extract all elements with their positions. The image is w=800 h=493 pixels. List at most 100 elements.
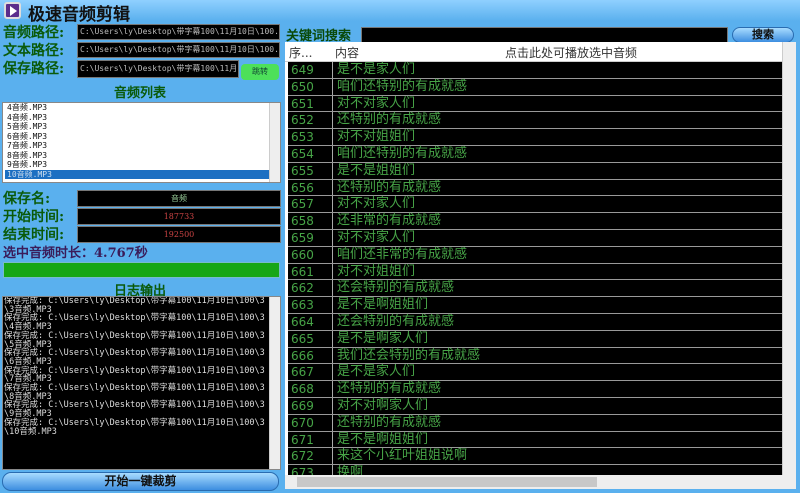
play-hint-header[interactable]: 点击此处可播放选中音频 <box>505 46 638 60</box>
row-content: 是不是啊家人们 <box>337 330 429 346</box>
table-row[interactable]: 663 是不是啊姐姐们 <box>288 297 782 314</box>
audio-list-item[interactable]: 10音频.MP3 <box>5 169 280 179</box>
table-row[interactable]: 650 咱们还特别的有成就感 <box>288 78 782 96</box>
play-icon <box>4 2 21 19</box>
row-index: 664 <box>291 313 333 330</box>
progress-bar <box>3 262 280 278</box>
table-row[interactable]: 658 还非常的有成就感 <box>288 213 782 230</box>
row-content: 对不对姐姐们 <box>337 263 416 279</box>
table-horizontal-scrollbar[interactable] <box>285 475 796 489</box>
audio-list-item[interactable]: 8音频.MP3 <box>7 150 48 160</box>
table-row[interactable]: 654 咱们还特别的有成就感 <box>288 145 782 163</box>
row-content: 还特别的有成就感 <box>337 112 442 128</box>
row-index: 650 <box>291 78 333 95</box>
table-row[interactable]: 662 还会特别的有成就感 <box>288 280 782 298</box>
row-index: 654 <box>291 145 333 162</box>
jump-button[interactable]: 跳转 <box>241 64 279 80</box>
col-content-header[interactable]: 内容 <box>335 46 360 60</box>
log-line: 保存完成: C:\Users\ly\Desktop\带字幕100\11月10日\… <box>4 313 265 333</box>
row-index: 661 <box>291 263 333 280</box>
row-index: 669 <box>291 397 333 414</box>
row-index: 667 <box>291 364 333 381</box>
table-row[interactable]: 649 是不是家人们 <box>288 62 782 79</box>
table-row[interactable]: 671 是不是啊姐姐们 <box>288 431 782 449</box>
table-row[interactable]: 668 还特别的有成就感 <box>288 381 782 398</box>
log-line: 保存完成: C:\Users\ly\Desktop\带字幕100\11月10日\… <box>4 365 265 385</box>
audio-list-item[interactable]: 6音频.MP3 <box>7 131 48 141</box>
table-row[interactable]: 660 咱们还非常的有成就感 <box>288 246 782 264</box>
table-row[interactable]: 661 对不对姐姐们 <box>288 263 782 281</box>
row-index: 655 <box>291 162 333 179</box>
row-content: 还会特别的有成就感 <box>337 313 455 329</box>
row-content: 是不是姐姐们 <box>337 162 416 178</box>
log-scrollbar[interactable] <box>269 297 280 469</box>
table-row[interactable]: 664 还会特别的有成就感 <box>288 313 782 331</box>
audio-list-item[interactable]: 4音频.MP3 <box>7 103 48 112</box>
audio-list-scrollbar[interactable] <box>269 103 280 182</box>
table-vertical-scrollbar[interactable] <box>782 42 796 475</box>
table-row[interactable]: 670 还特别的有成就感 <box>288 414 782 432</box>
row-index: 663 <box>291 297 333 313</box>
search-button[interactable]: 搜索 <box>732 27 794 43</box>
row-index: 658 <box>291 213 333 229</box>
row-content: 对不对家人们 <box>337 229 416 245</box>
row-content: 还特别的有成就感 <box>337 179 442 195</box>
row-index: 652 <box>291 112 333 129</box>
audio-path-input[interactable]: C:\Users\ly\Desktop\带字幕100\11月10日\100.MP… <box>77 24 280 40</box>
row-content: 还非常的有成就感 <box>337 213 442 229</box>
row-content: 咱们还特别的有成就感 <box>337 78 468 94</box>
row-index: 659 <box>291 229 333 246</box>
row-index: 653 <box>291 129 333 145</box>
table-header[interactable]: 序... 内容 点击此处可播放选中音频 <box>285 42 782 62</box>
log-line: 保存完成: C:\Users\ly\Desktop\带字幕100\11月10日\… <box>4 296 265 315</box>
audio-list[interactable]: 4音频.MP3 4音频.MP3 5音频.MP3 6音频.MP3 7音频.MP3 8音频.M… <box>2 102 281 183</box>
audio-list-item[interactable]: 5音频.MP3 <box>7 122 48 131</box>
log-line: 保存完成: C:\Users\ly\Desktop\带字幕100\11月10日\… <box>4 330 265 350</box>
row-index: 649 <box>291 62 333 78</box>
table-row[interactable]: 656 还特别的有成就感 <box>288 179 782 197</box>
row-content: 对不对啊家人们 <box>337 397 429 413</box>
row-content: 还特别的有成就感 <box>337 414 442 430</box>
log-title: 日志输出 <box>113 284 166 299</box>
col-index-header[interactable]: 序... <box>289 46 313 60</box>
audio-path-label: 音频路径: <box>3 25 65 41</box>
search-label: 关键词搜索 <box>286 29 352 44</box>
log-output[interactable]: 保存完成: C:\Users\ly\Desktop\带字幕100\11月10日\… <box>2 296 281 470</box>
audio-list-title: 音频列表 <box>113 86 166 101</box>
table-row[interactable]: 669 对不对啊家人们 <box>288 397 782 415</box>
table-row[interactable]: 653 对不对姐姐们 <box>288 129 782 146</box>
end-time-input[interactable]: 192500 <box>77 226 281 243</box>
save-path-input[interactable]: C:\Users\ly\Desktop\带字幕100\11月10日 <box>77 60 239 78</box>
start-cut-button[interactable]: 开始一键裁剪 <box>2 472 279 491</box>
start-time-input[interactable]: 187733 <box>77 208 281 225</box>
row-index: 668 <box>291 381 333 397</box>
row-index: 657 <box>291 196 333 213</box>
table-row[interactable]: 652 还特别的有成就感 <box>288 112 782 130</box>
audio-list-item[interactable]: 7音频.MP3 <box>7 141 48 150</box>
save-name-label: 保存名: <box>3 191 51 207</box>
save-name-input[interactable]: 音频 <box>77 190 281 207</box>
table-row[interactable]: 666 我们还会特别的有成就感 <box>288 347 782 365</box>
table-row[interactable]: 672 来这个小红叶姐姐说啊 <box>288 448 782 466</box>
table-row[interactable]: 657 对不对家人们 <box>288 196 782 214</box>
table-row[interactable]: 655 是不是姐姐们 <box>288 162 782 180</box>
subtitle-table[interactable]: 序... 内容 点击此处可播放选中音频 649 是不是家人们 650 咱们还特别的有成… <box>285 42 782 475</box>
duration-text: 选中音频时长：4.767秒 <box>3 246 148 261</box>
table-row[interactable]: 659 对不对家人们 <box>288 229 782 247</box>
table-row[interactable]: 665 是不是啊家人们 <box>288 330 782 348</box>
table-row[interactable]: 673 换啊 <box>288 465 782 475</box>
table-row[interactable]: 651 对不对家人们 <box>288 95 782 113</box>
row-index: 671 <box>291 431 333 448</box>
row-content: 换啊 <box>337 465 364 475</box>
text-path-input[interactable]: C:\Users\ly\Desktop\带字幕100\11月10日\100.sr… <box>77 42 280 58</box>
scrollbar-thumb[interactable] <box>297 477 597 487</box>
row-content: 对不对姐姐们 <box>337 129 416 145</box>
row-index: 666 <box>291 347 333 364</box>
log-line: 保存完成: C:\Users\ly\Desktop\带字幕100\11月10日\… <box>4 383 265 402</box>
row-content: 咱们还非常的有成就感 <box>337 246 468 262</box>
log-line: 保存完成: C:\Users\ly\Desktop\带字幕100\11月10日\… <box>4 400 265 420</box>
text-path-label: 文本路径: <box>3 43 65 59</box>
table-row[interactable]: 667 是不是家人们 <box>288 364 782 382</box>
audio-list-item[interactable]: 9音频.MP3 <box>7 160 48 169</box>
audio-list-item[interactable]: 4音频.MP3 <box>7 112 48 122</box>
